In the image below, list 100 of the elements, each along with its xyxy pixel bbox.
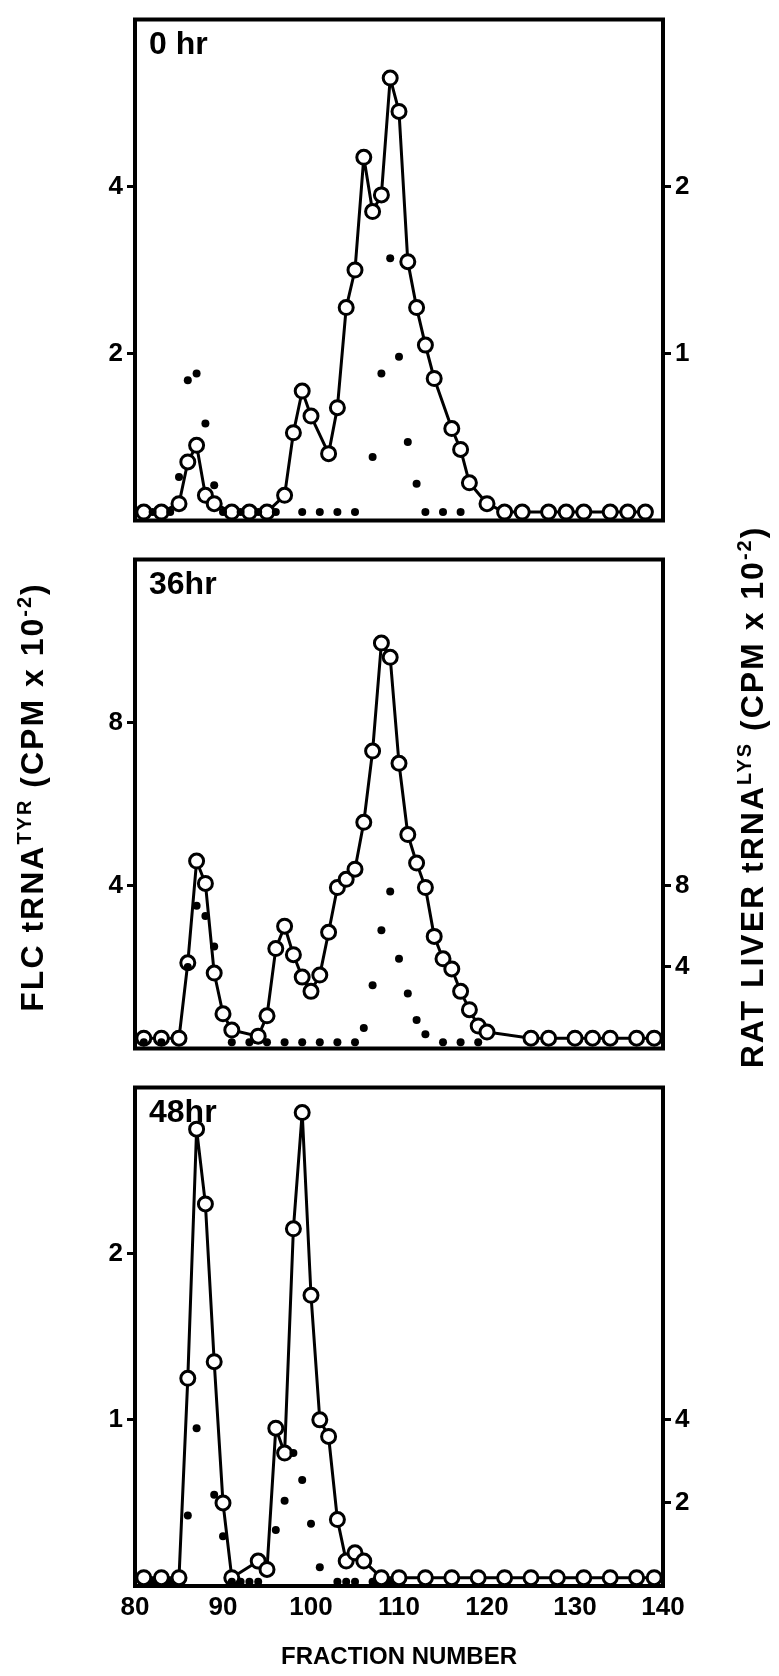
point [408,854,426,872]
point [351,1038,359,1047]
point [315,508,324,517]
point [192,369,201,378]
point [148,508,157,517]
point [390,102,408,120]
point [258,1007,276,1025]
point [170,1029,188,1047]
point [179,453,197,471]
point [205,1353,223,1371]
point [395,352,403,361]
point [302,982,320,1000]
point [403,437,412,446]
point [456,1038,465,1047]
y2-tick-label: 4 [675,950,690,981]
point [456,508,465,517]
x-tick-label: 140 [641,1590,685,1621]
point [443,960,461,978]
point [434,950,452,968]
point [236,508,245,517]
y-tick-label: 2 [108,336,123,367]
point [183,1511,192,1520]
point [452,440,470,458]
point [584,1029,602,1047]
point [333,1038,342,1047]
point [276,1444,294,1462]
point [192,1424,201,1433]
point [575,503,593,521]
y-tick-label: 2 [108,1236,123,1267]
x-tick-label: 120 [465,1590,509,1621]
point [227,1038,236,1047]
point [328,1511,346,1529]
point [205,964,223,982]
point [298,1038,307,1047]
point [175,473,183,481]
point [408,299,426,317]
point [601,503,619,521]
point [351,508,359,517]
point [548,1569,566,1586]
point [263,1038,271,1047]
point [328,399,346,417]
point [267,1419,285,1437]
point [372,186,390,204]
y2-tick-label: 1 [675,336,690,367]
y-tick-label: 1 [108,1403,123,1434]
point [276,486,294,504]
point [214,1494,232,1512]
point [381,69,399,87]
y-tick-label: 8 [108,705,123,736]
point [196,874,214,892]
point [245,1038,254,1047]
point [276,917,294,935]
point [522,1569,540,1586]
point [645,1029,663,1047]
point [320,1427,338,1445]
x-tick-label: 100 [289,1590,333,1621]
x-tick-label: 110 [378,1590,420,1621]
point [469,1569,487,1586]
point [346,860,364,878]
point [403,989,412,998]
point [575,1569,593,1586]
point [258,1560,276,1578]
point [421,508,430,517]
point [399,826,417,844]
point [421,1030,430,1039]
point [566,1029,584,1047]
point [496,1569,514,1586]
point [210,481,219,490]
point [355,813,373,831]
point [359,1024,368,1033]
point [210,1490,219,1499]
point [249,1027,267,1045]
point [271,508,280,517]
y-tick-label: 4 [108,868,124,899]
point [315,1563,324,1572]
point [425,927,443,945]
point [390,754,408,772]
point [355,148,373,166]
point [377,369,386,378]
point [298,1476,307,1485]
point [188,852,206,870]
point [416,336,434,354]
point [399,253,417,271]
point [320,445,338,463]
point [205,495,223,513]
point [311,1411,329,1429]
point [284,946,302,964]
annotation: 36hr [149,565,217,602]
point [496,503,514,521]
point [601,1029,619,1047]
point [298,508,307,517]
point [628,1569,646,1586]
point [412,479,421,488]
point [386,887,395,896]
point [302,407,320,425]
point [439,1038,447,1047]
point [289,1449,298,1458]
point [377,926,386,935]
point [355,1552,373,1570]
point [166,508,175,517]
